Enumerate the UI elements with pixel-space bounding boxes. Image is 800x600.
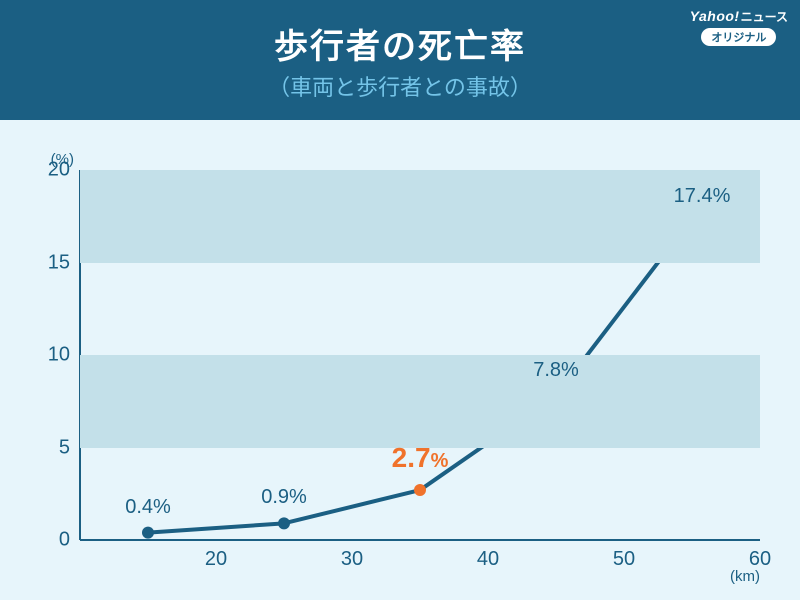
brand-sub: ニュース [741,10,788,24]
x-tick-label: 50 [613,540,635,571]
brand-badge: オリジナル [701,28,776,46]
x-tick-label: 20 [205,540,227,571]
y-tick-label: 5 [59,436,80,459]
chart-title: 歩行者の死亡率 [274,19,526,68]
brand-block: Yahoo!ニュース オリジナル [690,8,788,46]
brand-line: Yahoo!ニュース [690,8,788,25]
chart-subtitle: （車両と歩行者との事故） [268,70,532,102]
chart-area: (%) (km) 0510152020304050600.4%0.9%2.7%7… [0,120,800,600]
y-tick-label: 15 [48,251,80,274]
brand-logo: Yahoo! [690,8,740,24]
data-label: 2.7% [392,442,449,474]
data-label: 0.4% [125,496,171,519]
y-tick-label: 20 [48,159,80,182]
x-tick-label: 30 [341,540,363,571]
grid-band [80,355,760,448]
data-marker [278,517,290,529]
data-label: 17.4% [674,185,731,208]
data-marker [142,527,154,539]
y-tick-label: 0 [59,529,80,552]
data-label: 7.8% [533,359,579,382]
x-tick-label: 60 [749,540,771,571]
plot-area: (%) (km) 0510152020304050600.4%0.9%2.7%7… [80,170,760,540]
x-tick-label: 40 [477,540,499,571]
data-label: 0.9% [261,486,307,509]
grid-band [80,170,760,263]
header: Yahoo!ニュース オリジナル 歩行者の死亡率 （車両と歩行者との事故） [0,0,800,120]
data-marker [414,484,426,496]
y-tick-label: 10 [48,344,80,367]
